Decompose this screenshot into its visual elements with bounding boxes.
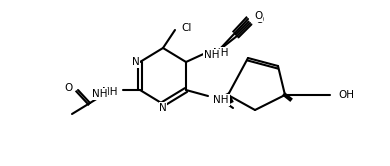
Text: NH: NH [213, 95, 229, 105]
Text: NH: NH [204, 50, 220, 60]
Text: NH: NH [211, 95, 227, 105]
Text: Cl: Cl [181, 23, 191, 33]
Text: O: O [254, 11, 262, 21]
Text: N: N [132, 57, 140, 67]
Text: O: O [65, 83, 73, 93]
Text: NH: NH [213, 48, 229, 58]
Text: OH: OH [338, 90, 354, 100]
Text: NH: NH [92, 89, 107, 99]
Text: N: N [159, 103, 167, 113]
Text: O: O [255, 15, 263, 25]
Text: NH: NH [101, 87, 117, 97]
